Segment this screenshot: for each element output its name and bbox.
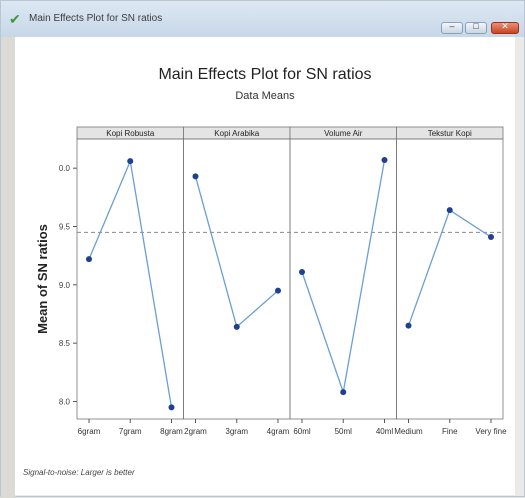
data-point	[86, 256, 92, 262]
data-point	[169, 404, 175, 410]
panel-title: Tekstur Kopi	[428, 129, 472, 138]
y-tick-label: 9.0	[59, 281, 71, 290]
data-point	[488, 234, 494, 240]
series-line	[89, 161, 172, 407]
series-line	[409, 210, 492, 325]
x-tick-label: 7gram	[119, 427, 142, 436]
minimize-icon: –	[442, 21, 462, 31]
minimize-button[interactable]: –	[441, 22, 463, 34]
chart-subtitle: Data Means	[235, 90, 295, 102]
data-point	[275, 288, 281, 294]
window-titlebar[interactable]: ✔ Main Effects Plot for SN ratios – □ ✕	[1, 1, 524, 37]
panel-title: Kopi Robusta	[106, 129, 155, 138]
x-tick-label: Very fine	[475, 427, 507, 436]
data-point	[193, 173, 199, 179]
close-icon: ✕	[492, 21, 518, 32]
window-title: Main Effects Plot for SN ratios	[29, 13, 162, 24]
graph-area: Main Effects Plot for SN ratios Data Mean…	[15, 37, 515, 495]
panel-frame	[77, 139, 184, 419]
chart-title: Main Effects Plot for SN ratios	[158, 66, 371, 83]
minitab-check-icon: ✔	[9, 12, 25, 26]
data-point	[127, 158, 133, 164]
main-effects-chart: Main Effects Plot for SN ratios Data Mean…	[15, 37, 515, 495]
panel-title: Volume Air	[324, 129, 363, 138]
panel-frame	[397, 139, 504, 419]
x-tick-label: Fine	[442, 427, 458, 436]
data-point	[299, 269, 305, 275]
y-axis-label: Mean of SN ratios	[35, 224, 50, 334]
panel-title: Kopi Arabika	[214, 129, 259, 138]
x-tick-label: 40ml	[376, 427, 394, 436]
window-left-border	[1, 37, 15, 498]
maximize-button[interactable]: □	[465, 22, 487, 34]
x-tick-label: 50ml	[335, 427, 353, 436]
y-tick-label: 0.0	[59, 164, 71, 173]
maximize-icon: □	[466, 21, 486, 31]
y-tick-label: 8.0	[59, 398, 71, 407]
x-tick-label: 4gram	[267, 427, 290, 436]
series-line	[302, 160, 385, 392]
x-tick-label: 2gram	[184, 427, 207, 436]
chart-footnote: Signal-to-noise: Larger is better	[23, 468, 135, 477]
data-point	[447, 207, 453, 213]
y-tick-label: 9.5	[59, 223, 71, 232]
x-tick-label: 8gram	[160, 427, 183, 436]
y-tick-label: 8.5	[59, 339, 71, 348]
panel-frame	[184, 139, 291, 419]
series-line	[196, 176, 279, 327]
x-tick-label: 6gram	[78, 427, 101, 436]
close-button[interactable]: ✕	[491, 22, 519, 34]
x-tick-label: Medium	[394, 427, 423, 436]
x-tick-label: 3gram	[225, 427, 248, 436]
data-point	[340, 389, 346, 395]
data-point	[382, 157, 388, 163]
x-tick-label: 60ml	[293, 427, 311, 436]
data-point	[234, 324, 240, 330]
data-point	[406, 323, 412, 329]
